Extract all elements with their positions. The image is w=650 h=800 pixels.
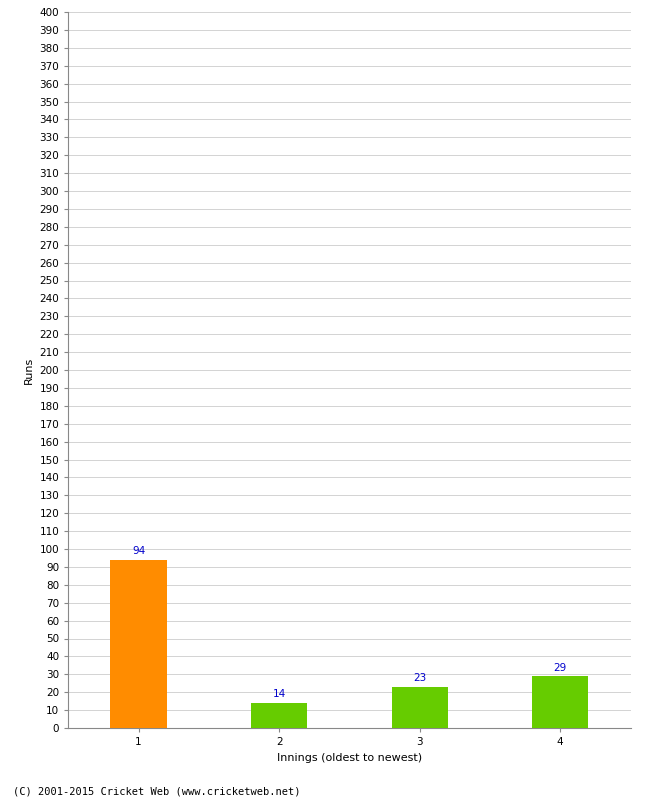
X-axis label: Innings (oldest to newest): Innings (oldest to newest) bbox=[277, 753, 422, 762]
Bar bbox=[391, 687, 448, 728]
Y-axis label: Runs: Runs bbox=[24, 356, 34, 384]
Bar bbox=[532, 676, 588, 728]
Text: (C) 2001-2015 Cricket Web (www.cricketweb.net): (C) 2001-2015 Cricket Web (www.cricketwe… bbox=[13, 786, 300, 796]
Text: 23: 23 bbox=[413, 674, 426, 683]
Bar bbox=[111, 560, 166, 728]
Text: 29: 29 bbox=[554, 662, 567, 673]
Text: 94: 94 bbox=[132, 546, 145, 556]
Text: 14: 14 bbox=[272, 690, 286, 699]
Bar bbox=[251, 703, 307, 728]
